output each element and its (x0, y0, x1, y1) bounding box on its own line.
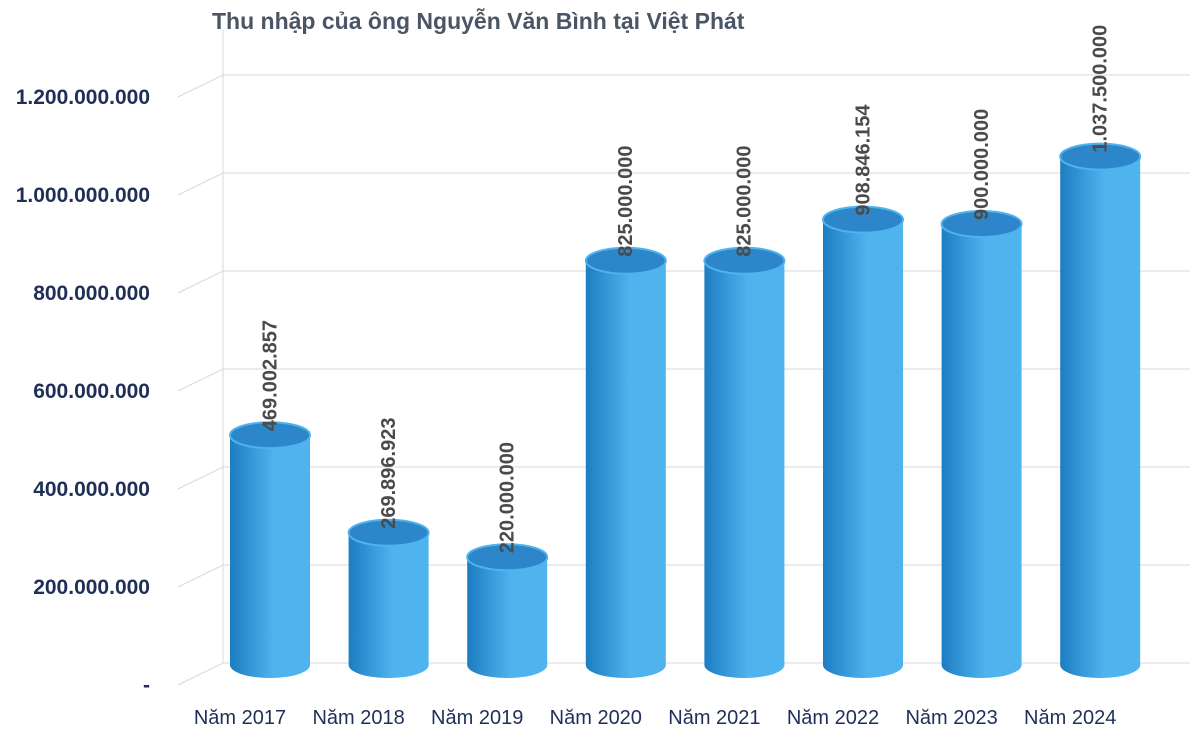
bar-top (940, 210, 1023, 238)
y-tick-label: 800.000.000 (33, 282, 150, 305)
y-axis-ticks: - 200.000.000 400.000.000 600.000.000 800.00… (16, 86, 150, 697)
y-tick-label: 400.000.000 (33, 478, 150, 501)
bar-top (229, 421, 311, 450)
gridline (177, 564, 1190, 588)
y-tick-label: 1.200.000.000 (16, 86, 150, 109)
data-label: 908.846.154 (852, 104, 874, 216)
bar-top (466, 543, 549, 572)
y-tick-label: 1.000.000.000 (16, 184, 150, 207)
bar (703, 246, 786, 678)
y-tick-label: - (143, 674, 150, 697)
x-tick-label: Năm 2017 (194, 707, 286, 729)
data-label: 825.000.000 (734, 146, 756, 257)
gridlines (177, 30, 1190, 686)
x-tick-label: Năm 2023 (905, 707, 997, 729)
gridline (177, 172, 1190, 196)
gridline (177, 270, 1190, 294)
bar (940, 210, 1023, 678)
x-tick-label: Năm 2024 (1024, 707, 1116, 729)
chart-title: Thu nhập của ông Nguyễn Văn Bình tại Việ… (212, 8, 745, 34)
bar-body (230, 435, 310, 678)
bar (584, 246, 667, 678)
data-label: 1.037.500.000 (1089, 25, 1111, 153)
bar-top (347, 518, 430, 547)
bar-body (704, 260, 785, 678)
data-label: 469.002.857 (259, 320, 281, 431)
y-tick-label: 600.000.000 (33, 380, 150, 403)
bar-top (1059, 142, 1142, 171)
bar-body (941, 224, 1022, 678)
bars (229, 142, 1142, 678)
bar (1059, 142, 1142, 678)
x-axis-ticks: Năm 2017 Năm 2018 Năm 2019 Năm 2020 Năm 2021… (194, 707, 1116, 729)
gridline (177, 368, 1190, 392)
bar (229, 421, 311, 678)
bar-body (348, 532, 429, 678)
bar-body (467, 557, 548, 678)
data-label: 220.000.000 (496, 442, 518, 553)
bar-top (703, 246, 786, 275)
x-tick-label: Năm 2021 (668, 707, 760, 729)
gridline (177, 466, 1190, 490)
bar-body (823, 219, 903, 678)
x-tick-label: Năm 2018 (312, 707, 404, 729)
gridline (177, 662, 1190, 686)
x-tick-label: Năm 2022 (787, 707, 879, 729)
gridline (177, 74, 1190, 98)
data-label: 900.000.000 (971, 109, 993, 220)
bar-top (822, 205, 904, 234)
bar (822, 205, 904, 678)
x-tick-label: Năm 2019 (431, 707, 523, 729)
bar-body (585, 260, 666, 678)
data-label: 825.000.000 (615, 146, 637, 257)
bar-body (1060, 156, 1141, 678)
data-labels: 469.002.857 269.896.923 220.000.000 825.000… (259, 25, 1111, 553)
x-tick-label: Năm 2020 (550, 707, 642, 729)
data-label: 269.896.923 (378, 418, 400, 529)
bar-top (584, 246, 667, 275)
bar (347, 518, 430, 678)
bar (466, 543, 549, 678)
y-tick-label: 200.000.000 (33, 576, 150, 599)
